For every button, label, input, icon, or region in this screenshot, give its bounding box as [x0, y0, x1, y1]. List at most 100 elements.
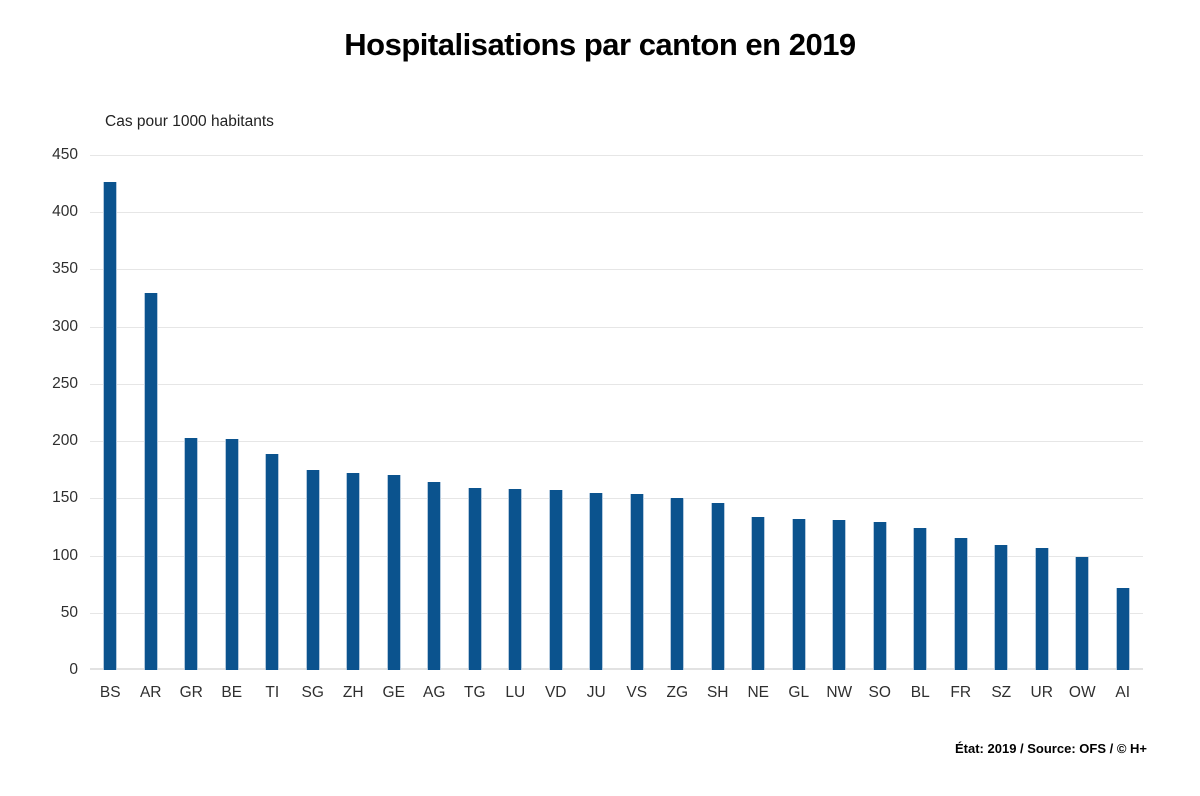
bar-NE — [751, 517, 766, 670]
x-tick-label-LU: LU — [505, 684, 526, 701]
x-tick-label-TG: TG — [463, 684, 486, 701]
gridline-0 — [90, 668, 1143, 670]
source-note: État: 2019 / Source: OFS / © H+ — [955, 741, 1147, 756]
plot-area: BS AR GR BE TI SG ZH GE AG TG LU VD JU VS ZG SH NE GL NW SO… — [90, 155, 1144, 701]
x-tick-label-JU: JU — [586, 684, 606, 701]
x-tick-label-AI: AI — [1115, 684, 1131, 701]
bar-JU — [589, 493, 604, 670]
x-tick-label-BL: BL — [910, 684, 930, 701]
chart-title: Hospitalisations par canton en 2019 — [344, 27, 856, 62]
bar-GE — [386, 475, 401, 670]
y-tick-label-450: 450 — [52, 146, 78, 163]
bar-group-AG: AG — [414, 155, 455, 701]
y-tick-label-150: 150 — [52, 489, 78, 506]
x-tick-label-TI: TI — [265, 684, 280, 701]
bar-SG — [305, 470, 320, 670]
x-tick-label-UR: UR — [1030, 684, 1053, 701]
bar-group-UR: UR — [1022, 155, 1063, 701]
gridline-300 — [90, 327, 1143, 328]
bar-NW — [832, 520, 847, 670]
x-tick-label-BS: BS — [99, 684, 121, 701]
bar-AI — [1115, 588, 1130, 670]
y-tick-label-0: 0 — [69, 661, 78, 678]
x-tick-label-AG: AG — [423, 684, 446, 701]
y-axis-unit-label: Cas pour 1000 habitants — [105, 113, 274, 130]
y-tick-label-350: 350 — [52, 260, 78, 277]
bar-group-GL: GL — [779, 155, 820, 701]
bar-TI — [265, 454, 280, 670]
x-tick-label-NW: NW — [826, 684, 853, 701]
bar-UR — [1034, 548, 1049, 670]
bar-group-AI: AI — [1103, 155, 1144, 701]
bar-OW — [1075, 557, 1090, 670]
bar-SZ — [994, 545, 1009, 670]
bar-ZH — [346, 473, 361, 670]
x-tick-label-SO: SO — [868, 684, 891, 701]
gridline-100 — [90, 556, 1143, 557]
bar-group-SO: SO — [860, 155, 901, 701]
bar-group-VD: VD — [536, 155, 577, 701]
y-tick-label-200: 200 — [52, 432, 78, 449]
bar-AR — [143, 293, 158, 670]
bar-GL — [791, 519, 806, 670]
x-tick-label-FR: FR — [950, 684, 972, 701]
y-tick-label-50: 50 — [60, 604, 78, 621]
bar-VD — [548, 490, 563, 670]
bar-FR — [953, 538, 968, 670]
bar-AG — [427, 482, 442, 670]
bar-group-NE: NE — [738, 155, 779, 701]
bar-group-NW: NW — [819, 155, 860, 701]
x-tick-label-BE: BE — [221, 684, 243, 701]
gridline-200 — [90, 441, 1143, 442]
bar-group-GE: GE — [374, 155, 415, 701]
gridline-150 — [90, 498, 1143, 499]
bar-group-JU: JU — [576, 155, 617, 701]
bar-group-BE: BE — [212, 155, 253, 701]
y-tick-label-400: 400 — [52, 203, 78, 220]
bar-group-TI: TI — [252, 155, 293, 701]
bar-group-GR: GR — [171, 155, 212, 701]
bar-group-SH: SH — [698, 155, 739, 701]
bar-group-FR: FR — [941, 155, 982, 701]
x-tick-label-SZ: SZ — [991, 684, 1012, 701]
bar-BE — [224, 439, 239, 670]
bar-group-ZH: ZH — [333, 155, 374, 701]
bar-TG — [467, 488, 482, 670]
x-tick-label-VD: VD — [544, 684, 567, 701]
bar-group-SZ: SZ — [981, 155, 1022, 701]
bar-BS — [103, 182, 118, 670]
bar-LU — [508, 489, 523, 670]
bar-group-OW: OW — [1062, 155, 1103, 701]
bar-BL — [913, 528, 928, 670]
bar-group-LU: LU — [495, 155, 536, 701]
gridline-50 — [90, 613, 1143, 614]
x-tick-label-GR: GR — [179, 684, 203, 701]
bar-group-BL: BL — [900, 155, 941, 701]
bar-group-AR: AR — [131, 155, 172, 701]
x-tick-label-AR: AR — [139, 684, 162, 701]
bar-SH — [710, 503, 725, 670]
gridline-400 — [90, 212, 1143, 213]
y-tick-label-300: 300 — [52, 318, 78, 335]
bar-SO — [872, 522, 887, 670]
gridline-350 — [90, 269, 1143, 270]
y-tick-label-250: 250 — [52, 375, 78, 392]
x-tick-label-ZG: ZG — [666, 684, 689, 701]
bar-ZG — [670, 498, 685, 670]
bar-group-BS: BS — [90, 155, 131, 701]
x-tick-label-NE: NE — [747, 684, 770, 701]
x-tick-label-SH: SH — [706, 684, 729, 701]
bar-group-TG: TG — [455, 155, 496, 701]
x-tick-label-GE: GE — [382, 684, 405, 701]
bar-group-ZG: ZG — [657, 155, 698, 701]
bar-group-SG: SG — [293, 155, 334, 701]
bar-GR — [184, 438, 199, 670]
bar-series: BS AR GR BE TI SG ZH GE AG TG LU VD JU VS ZG SH NE GL NW SO… — [90, 155, 1144, 701]
bar-VS — [629, 494, 644, 670]
x-tick-label-VS: VS — [626, 684, 648, 701]
y-tick-label-100: 100 — [52, 547, 78, 564]
x-tick-label-GL: GL — [788, 684, 810, 701]
x-tick-label-OW: OW — [1068, 684, 1096, 701]
gridline-250 — [90, 384, 1143, 385]
